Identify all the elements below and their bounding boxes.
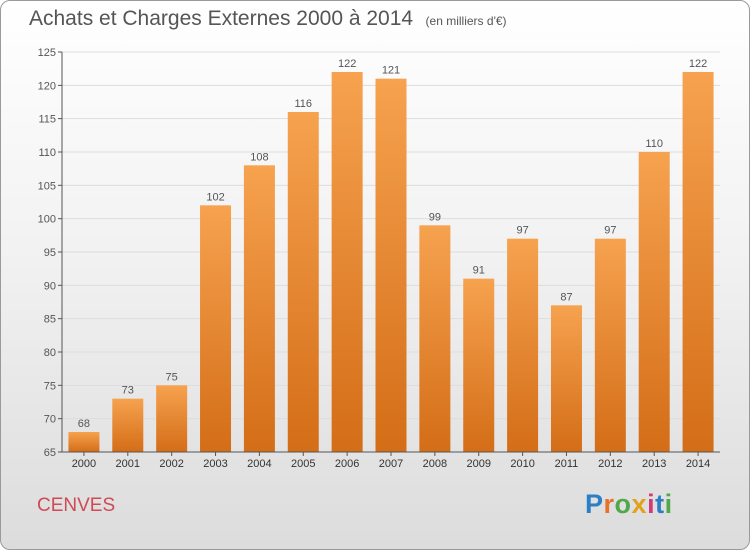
- x-tick-label: 2011: [555, 458, 579, 470]
- x-tick-label: 2002: [159, 458, 183, 470]
- bar: [682, 72, 714, 452]
- data-label: 116: [294, 98, 312, 110]
- chart-unit-note: (en milliers d'€): [425, 14, 507, 28]
- bar: [287, 112, 319, 452]
- data-label: 110: [645, 138, 663, 150]
- data-label: 75: [166, 371, 178, 383]
- logo-letter: P: [585, 489, 604, 519]
- data-label: 122: [689, 58, 707, 70]
- x-tick-label: 2003: [203, 458, 227, 470]
- bar: [463, 278, 495, 452]
- bar: [112, 398, 144, 452]
- bar: [156, 385, 188, 452]
- bar: [331, 72, 363, 452]
- y-tick-label: 65: [44, 447, 56, 459]
- data-label: 122: [338, 58, 356, 70]
- data-label: 102: [206, 191, 224, 203]
- logo-letter: i: [664, 489, 673, 519]
- x-tick-label: 2013: [642, 458, 666, 470]
- bar: [375, 78, 407, 453]
- y-tick-label: 70: [44, 414, 56, 426]
- x-tick-label: 2012: [598, 458, 622, 470]
- x-tick-label: 2007: [379, 458, 403, 470]
- y-tick-label: 75: [44, 380, 56, 392]
- data-label: 91: [473, 265, 485, 277]
- logo-letter: r: [603, 489, 615, 519]
- x-tick-label: 2005: [291, 458, 315, 470]
- logo-letter: o: [614, 489, 632, 519]
- x-tick-label: 2006: [335, 458, 359, 470]
- data-label: 108: [250, 151, 268, 163]
- y-tick-label: 85: [44, 314, 56, 326]
- logo-letter: i: [647, 489, 656, 519]
- bar: [68, 432, 100, 452]
- chart-title-main: Achats et Charges Externes 2000 à 2014: [29, 7, 414, 30]
- logo-letter: t: [655, 489, 665, 519]
- x-tick-label: 2004: [247, 458, 271, 470]
- bar: [243, 165, 275, 453]
- bar: [200, 205, 232, 452]
- bar: [550, 305, 582, 452]
- x-tick-label: 2008: [423, 458, 447, 470]
- y-tick-label: 120: [38, 80, 56, 92]
- x-tick-label: 2010: [510, 458, 534, 470]
- commune-name: CENVES: [37, 495, 116, 516]
- y-tick-label: 110: [38, 147, 56, 159]
- data-label: 97: [516, 225, 528, 237]
- logo-letter: x: [631, 489, 648, 519]
- x-tick-label: 2001: [116, 458, 140, 470]
- bar: [594, 238, 626, 452]
- data-label: 73: [122, 385, 134, 397]
- chart-title: Achats et Charges Externes 2000 à 2014 (…: [29, 7, 507, 31]
- bar: [507, 238, 539, 452]
- y-tick-label: 80: [44, 347, 56, 359]
- data-label: 97: [604, 225, 616, 237]
- bar: [419, 225, 451, 452]
- data-label: 121: [382, 65, 400, 77]
- y-tick-label: 95: [44, 247, 56, 259]
- x-tick-label: 2014: [686, 458, 710, 470]
- y-tick-label: 125: [38, 47, 56, 59]
- proxiti-logo[interactable]: Proxiti: [585, 489, 673, 520]
- y-tick-label: 105: [38, 180, 56, 192]
- x-tick-label: 2009: [466, 458, 490, 470]
- x-tick-label: 2000: [72, 458, 96, 470]
- data-label: 99: [429, 211, 441, 223]
- bar: [638, 152, 670, 452]
- y-tick-label: 115: [38, 114, 56, 126]
- data-label: 87: [560, 291, 572, 303]
- y-tick-label: 100: [38, 214, 56, 226]
- y-tick-label: 90: [44, 280, 56, 292]
- data-label: 68: [78, 418, 90, 430]
